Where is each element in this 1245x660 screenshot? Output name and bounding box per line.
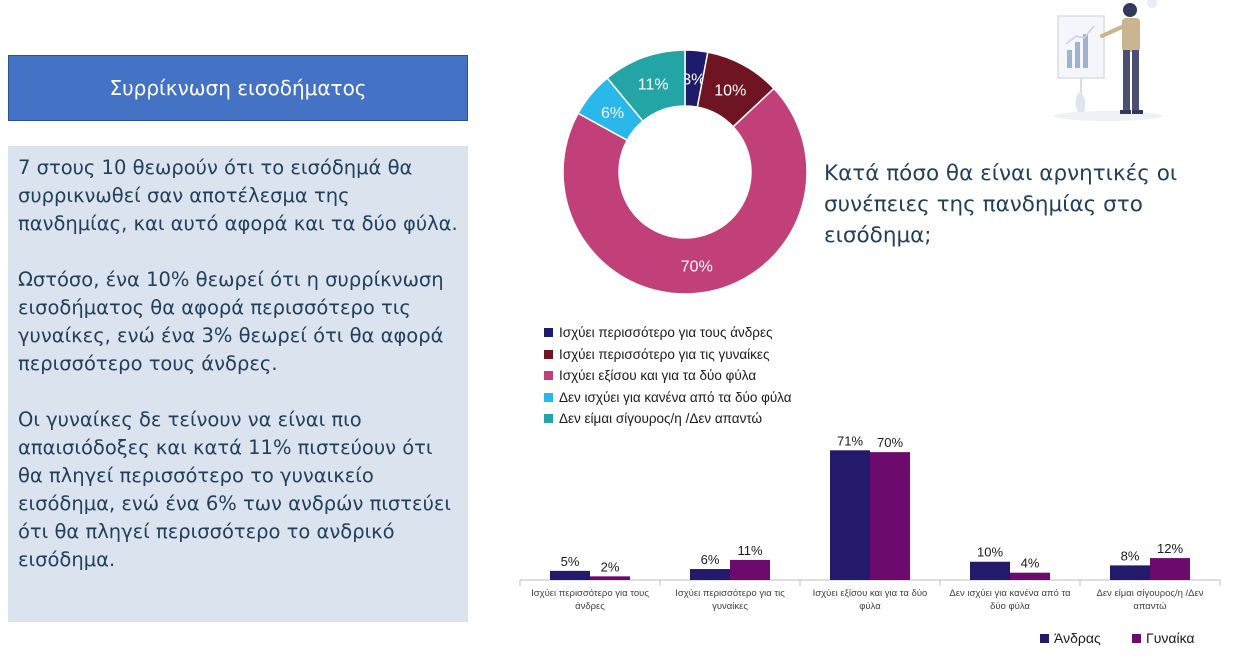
summary-text-box: 7 στους 10 θεωρούν ότι το εισόδημά θα συ… — [8, 146, 468, 622]
summary-paragraph-1: 7 στους 10 θεωρούν ότι το εισόδημά θα συ… — [18, 156, 458, 235]
bar — [550, 570, 590, 580]
donut-legend: Ισχύει περισσότερο για τους άνδρες Ισχύε… — [544, 322, 792, 430]
bar-legend-label: Άνδρας — [1054, 630, 1101, 646]
bar — [1150, 558, 1190, 580]
bar-value-label: 10% — [977, 545, 1003, 560]
donut-value-label: 70% — [681, 258, 713, 275]
donut-value-label: 11% — [638, 77, 669, 94]
donut-legend-label: Ισχύει περισσότερο για τους άνδρες — [559, 325, 773, 341]
summary-paragraph-2: Ωστόσο, ένα 10% θεωρεί ότι η συρρίκνωση … — [18, 268, 444, 375]
slide-title: Συρρίκνωση εισοδήματος — [8, 55, 468, 121]
category-label: Ισχύει εξίσου και για τα δύο — [813, 588, 928, 599]
bar-legend-label: Γυναίκα — [1146, 630, 1195, 646]
bar-value-label: 2% — [601, 559, 620, 574]
bar-value-label: 4% — [1021, 556, 1040, 571]
bar — [1110, 565, 1150, 580]
legend-swatch — [544, 414, 553, 424]
category-label: άνδρες — [575, 601, 605, 612]
donut-value-label: 6% — [601, 105, 624, 122]
donut-legend-label: Δεν ισχύει για κανένα από τα δύο φύλα — [559, 389, 792, 405]
bar-value-label: 8% — [1121, 548, 1140, 563]
donut-chart: 3% 10% 70% 6% 11% — [562, 50, 808, 295]
legend-swatch — [544, 349, 553, 359]
donut-legend-item: Δεν ισχύει για κανένα από τα δύο φύλα — [544, 387, 792, 409]
presenter-illustration — [1054, 0, 1162, 121]
bar-chart: 5% 2% Ισχύει περισσότερο για τους άνδρες 6% 1… — [519, 433, 1221, 646]
chart-question: Κατά πόσο θα είναι αρνητικές οι συνέπειε… — [824, 161, 1178, 248]
donut-legend-label: Ισχύει περισσότερο για τις γυναίκες — [559, 346, 770, 362]
bar-value-label: 12% — [1157, 541, 1183, 556]
legend-swatch — [544, 392, 553, 402]
donut-legend-item: Δεν είμαι σίγουρος/η /Δεν απαντώ — [544, 408, 792, 430]
bar — [590, 576, 630, 580]
bar — [690, 569, 730, 580]
donut-slice — [606, 50, 686, 123]
category-label: Ισχύει περισσότερο για τις — [675, 588, 785, 599]
bar-value-label: 70% — [877, 435, 903, 450]
category-label: Ισχύει περισσότερο για τους — [531, 588, 649, 599]
donut-legend-label: Δεν είμαι σίγουρος/η /Δεν απαντώ — [559, 411, 763, 427]
donut-legend-item: Ισχύει περισσότερο για τους άνδρες — [544, 322, 792, 344]
donut-legend-label: Ισχύει εξίσου και για τα δύο φύλα — [559, 368, 757, 384]
bar-value-label: 5% — [561, 554, 580, 569]
bar — [830, 450, 870, 580]
category-label: γυναίκες — [712, 601, 748, 612]
category-label: Δεν είμαι σίγουρος/η /Δεν — [1096, 588, 1203, 599]
bar — [870, 452, 910, 580]
category-label: απαντώ — [1133, 601, 1167, 612]
bar-value-label: 71% — [837, 433, 863, 448]
bar-value-label: 6% — [701, 552, 720, 567]
bar — [1010, 572, 1050, 580]
donut-legend-item: Ισχύει εξίσου και για τα δύο φύλα — [544, 365, 792, 387]
bar — [970, 561, 1010, 580]
bar-legend-swatch — [1132, 634, 1141, 643]
category-label: Δεν ισχύει για κανένα από τα — [949, 588, 1071, 599]
category-label: δύο φύλα — [990, 601, 1030, 612]
bar — [730, 559, 770, 580]
bar-legend-swatch — [1040, 634, 1049, 643]
donut-value-label: 3% — [682, 71, 705, 88]
donut-slice — [562, 87, 808, 295]
summary-paragraph-3: Οι γυναίκες δε τείνουν να είναι πιο απαι… — [18, 408, 451, 571]
category-label: φύλα — [859, 601, 881, 612]
donut-value-label: 10% — [714, 83, 746, 100]
legend-swatch — [544, 371, 553, 381]
donut-legend-item: Ισχύει περισσότερο για τις γυναίκες — [544, 344, 792, 366]
bar-value-label: 11% — [737, 543, 762, 558]
legend-swatch — [544, 328, 553, 338]
